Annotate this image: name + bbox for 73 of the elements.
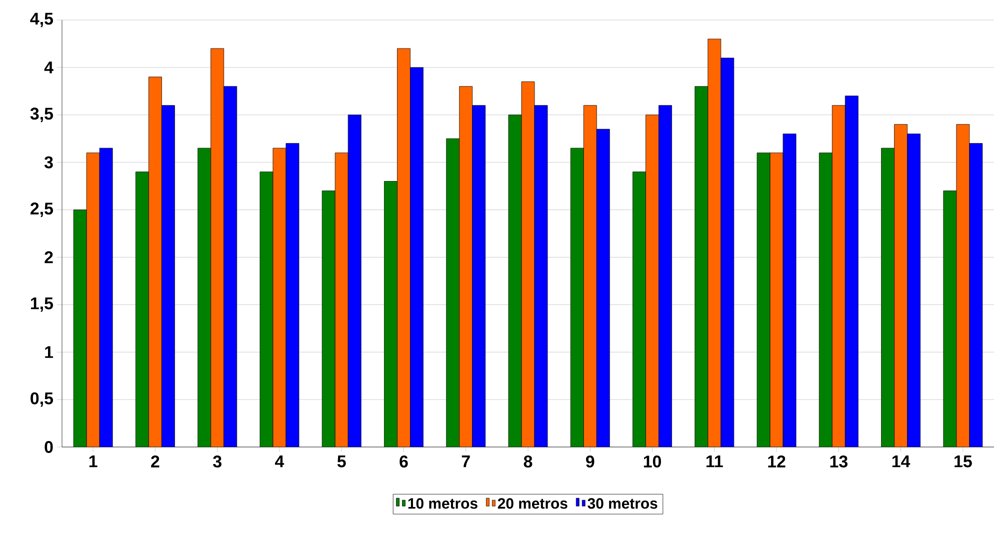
x-tick-label: 5 [337, 456, 346, 468]
x-tick-label: 8 [524, 456, 532, 468]
bar [322, 190, 336, 447]
bar [708, 38, 721, 447]
x-tick-label: 1 [89, 456, 98, 468]
bar [198, 148, 211, 447]
x-tick-label: 9 [586, 456, 594, 468]
legend-label: 30 metros [588, 498, 658, 509]
bar [819, 152, 832, 447]
x-tick-label: 12 [768, 456, 786, 468]
bar [894, 124, 908, 447]
x-tick-label: 10 [644, 456, 661, 468]
bar [260, 172, 273, 447]
bar [770, 152, 784, 447]
bar [534, 105, 548, 447]
bar [136, 172, 149, 447]
bar [397, 48, 410, 447]
bar [832, 105, 846, 447]
x-tick-label: 6 [400, 456, 408, 468]
bar [286, 143, 299, 447]
bar [632, 172, 646, 447]
bar [384, 181, 398, 447]
x-tick-label: 11 [706, 456, 723, 468]
bar [86, 152, 100, 447]
bar [224, 86, 237, 447]
bar [881, 148, 894, 447]
bar [410, 67, 424, 447]
bar [335, 152, 348, 447]
bar [845, 96, 858, 447]
y-tick-label: 1,5 [31, 298, 54, 312]
y-tick-label: 0,5 [30, 392, 54, 407]
y-tick-label: 0 [44, 441, 53, 453]
bar [658, 105, 672, 447]
bar [162, 105, 175, 447]
bar [74, 210, 87, 447]
y-tick-label: 4,5 [30, 12, 54, 28]
legend-label: 20 metros [498, 498, 568, 509]
x-tick-label: 2 [151, 456, 160, 468]
y-tick-label: 1 [45, 346, 54, 358]
bar [646, 114, 659, 447]
legend-label: 10 metros [408, 498, 478, 509]
bar [783, 134, 796, 447]
bar [522, 82, 535, 447]
bar [570, 148, 584, 447]
y-tick-label: 3 [44, 156, 53, 168]
bar [459, 86, 472, 447]
x-tick-label: 4 [275, 456, 284, 468]
y-tick-label: 3,5 [30, 108, 54, 122]
bar [584, 105, 597, 447]
bar [956, 124, 970, 447]
x-tick-label: 13 [830, 456, 848, 468]
bar [596, 129, 610, 447]
bar [508, 114, 522, 447]
y-tick-label: 4 [44, 62, 54, 74]
bar [348, 114, 362, 447]
bar [148, 76, 162, 447]
y-tick-label: 2,5 [30, 202, 54, 218]
x-tick-label: 14 [892, 456, 910, 468]
bar [969, 143, 983, 447]
x-tick-label: 7 [462, 456, 470, 468]
y-tick-label: 2 [44, 251, 53, 264]
bar [446, 138, 460, 447]
x-tick-label: 15 [954, 456, 972, 468]
bar [100, 148, 113, 447]
bar [720, 58, 734, 447]
bar [943, 190, 957, 447]
x-tick-label: 3 [213, 456, 222, 468]
bar [907, 134, 920, 447]
bar [694, 86, 708, 447]
bar [757, 152, 770, 447]
bar [272, 148, 286, 447]
bar [472, 105, 486, 447]
bar [210, 48, 224, 447]
